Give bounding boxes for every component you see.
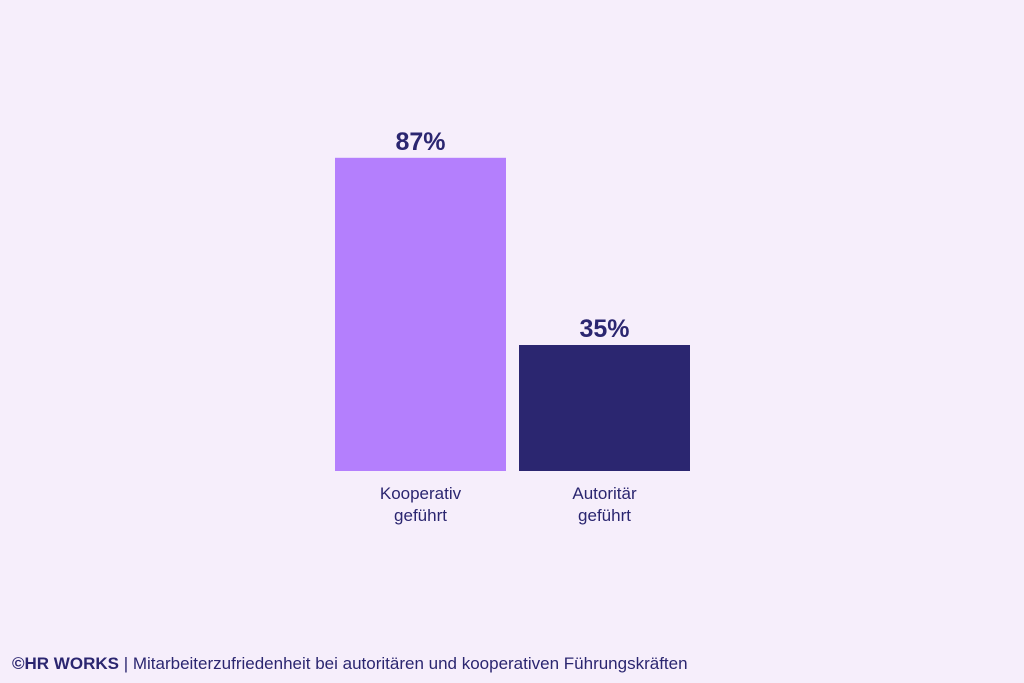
category-label-2-line-2: geführt — [578, 506, 631, 525]
category-label-1-line-2: geführt — [394, 506, 447, 525]
category-label-2-line-1: Autoritär — [572, 484, 637, 503]
caption-text: Mitarbeiterzufriedenheit bei autoritären… — [132, 654, 688, 673]
bar-1 — [335, 157, 506, 472]
value-label-2: 35% — [579, 315, 629, 343]
caption-separator: | — [118, 654, 133, 673]
value-label-1: 87% — [395, 128, 445, 156]
chart-marks: 87% Kooperativ geführt 35% Autoritär geführt — [335, 128, 690, 525]
bar-2 — [519, 345, 690, 471]
caption-brand: ©HR WORKS — [12, 654, 119, 673]
caption: ©HR WORKS | Mitarbeiterzufriedenheit bei… — [12, 654, 688, 674]
category-label-1-line-1: Kooperativ — [380, 484, 462, 503]
